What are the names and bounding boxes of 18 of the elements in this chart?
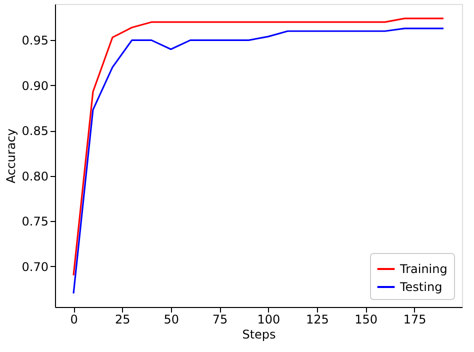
x-tick-label: 150 <box>354 312 378 326</box>
y-tick-label: 0.70 <box>22 260 48 274</box>
y-tick-label: 0.80 <box>22 169 48 184</box>
y-tick-label: 0.75 <box>22 214 48 229</box>
y-tick-label: 0.85 <box>22 124 48 138</box>
x-tick-label: 25 <box>115 312 130 326</box>
legend-label: Testing <box>399 280 442 294</box>
legend-label: Training <box>399 262 448 276</box>
x-tick-label: 100 <box>257 312 280 326</box>
x-tick-label: 50 <box>164 312 180 326</box>
x-tick-label: 175 <box>403 312 426 326</box>
y-tick-label: 0.90 <box>22 78 48 93</box>
y-axis-title: Accuracy <box>4 128 18 184</box>
x-tick-label: 125 <box>306 312 329 326</box>
x-axis-title: Steps <box>242 328 276 342</box>
x-tick-label: 75 <box>212 312 228 326</box>
y-tick-label: 0.95 <box>22 34 48 48</box>
x-tick-label: 0 <box>70 312 78 326</box>
